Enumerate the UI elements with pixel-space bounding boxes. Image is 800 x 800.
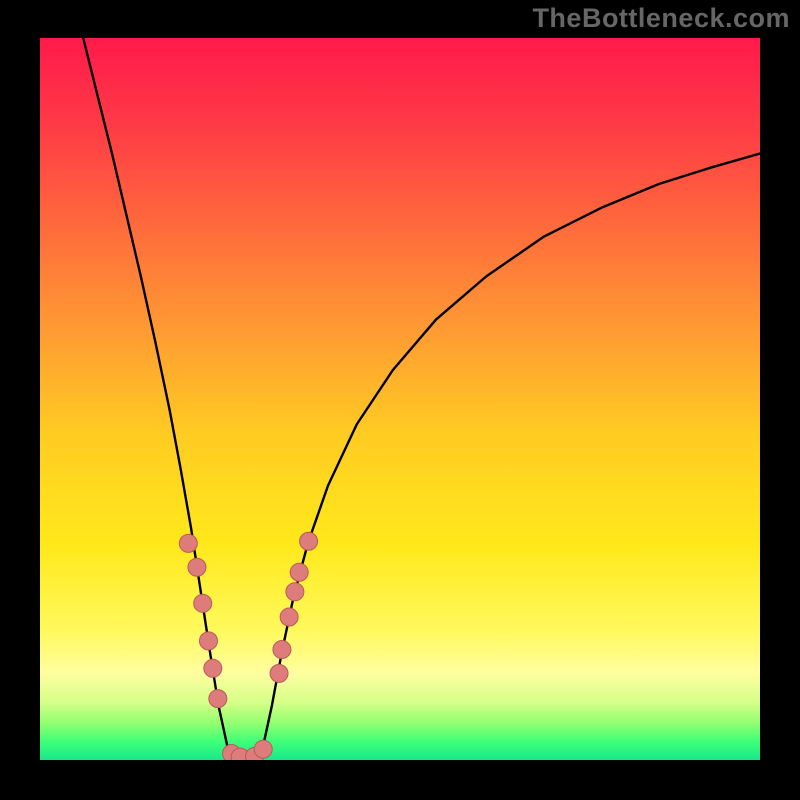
marker-point <box>179 534 197 552</box>
marker-point <box>300 532 318 550</box>
marker-point <box>273 641 291 659</box>
stage: TheBottleneck.com <box>0 0 800 800</box>
marker-point <box>290 563 308 581</box>
marker-point <box>286 583 304 601</box>
marker-point <box>188 558 206 576</box>
marker-point <box>199 632 217 650</box>
marker-point <box>204 659 222 677</box>
watermark-text: TheBottleneck.com <box>532 3 790 34</box>
marker-point <box>194 594 212 612</box>
marker-point <box>254 740 272 758</box>
marker-point <box>280 608 298 626</box>
bottleneck-chart <box>40 38 760 760</box>
marker-point <box>209 690 227 708</box>
chart-background <box>40 38 760 760</box>
bottleneck-chart-svg <box>40 38 760 760</box>
marker-point <box>270 664 288 682</box>
